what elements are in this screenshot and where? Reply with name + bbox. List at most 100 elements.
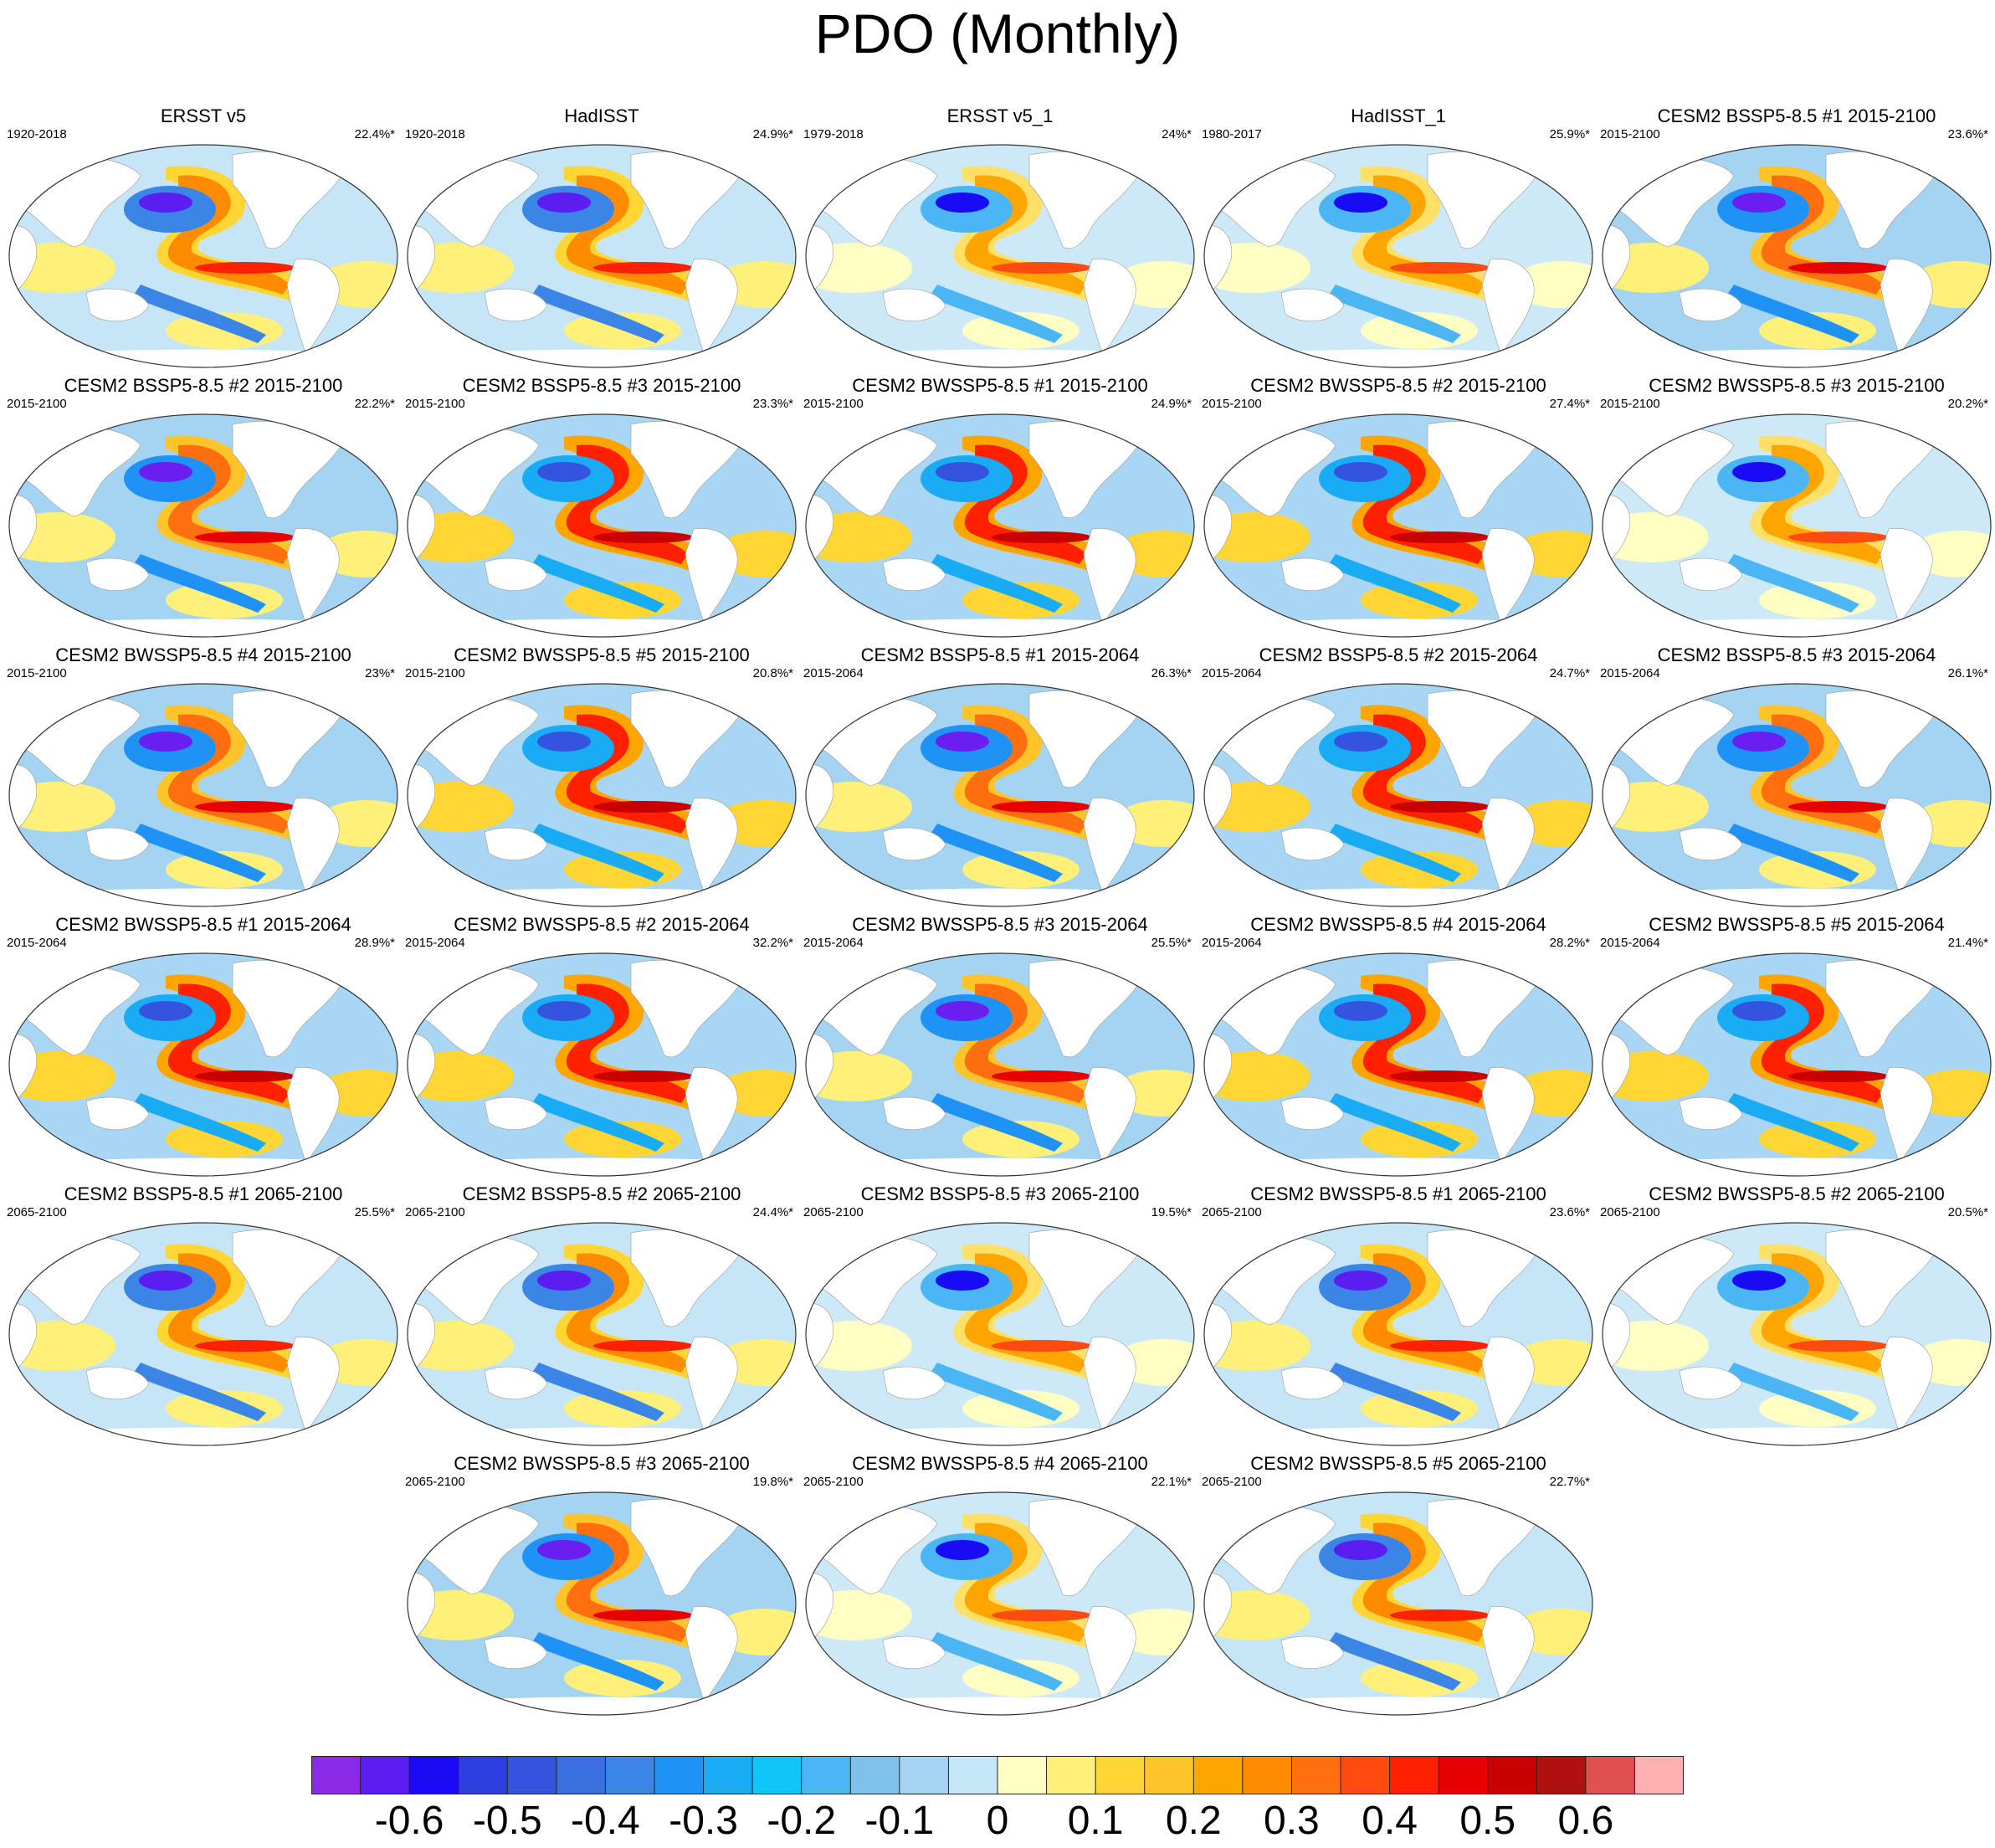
south-pacific-cold-band	[1327, 1093, 1461, 1152]
panel-variance-percent: 20.5%*	[1947, 1205, 1988, 1219]
map-outline	[1203, 1222, 1593, 1446]
map-outline	[407, 952, 797, 1177]
north-pacific-cold-core	[936, 1540, 989, 1560]
map-panel: CESM2 BWSSP5-8.5 #1 2015-2064 2015-2064 28…	[7, 914, 400, 1180]
panel-variance-percent: 24%*	[1162, 127, 1192, 141]
south-pacific-cold-band	[132, 824, 266, 882]
equatorial-warm-core	[195, 531, 295, 543]
colorbar-label: -0.2	[767, 1799, 837, 1843]
panel-period: 2065-2100	[7, 1205, 67, 1219]
panel-title: CESM2 BWSSP5-8.5 #5 2015-2100	[454, 644, 750, 665]
warm-horseshoe-inner	[566, 1522, 688, 1642]
colorbar-label: 0.4	[1362, 1799, 1418, 1843]
warm-horseshoe-inner	[964, 1522, 1086, 1642]
antarctica-landmass	[408, 349, 796, 367]
south-pacific-cold-band	[1327, 1363, 1461, 1421]
panel-title: CESM2 BWSSP5-8.5 #1 2065-2100	[1250, 1183, 1546, 1204]
colorbar-label: -0.4	[571, 1799, 640, 1843]
equatorial-warm-core	[593, 801, 694, 813]
panel-title: CESM2 BWSSP5-8.5 #5 2065-2100	[1250, 1453, 1546, 1474]
map-outline	[8, 144, 398, 368]
australia-landmass	[484, 827, 548, 861]
antarctica-landmass	[1603, 888, 1991, 906]
antarctica-landmass	[806, 349, 1194, 367]
pdo-map	[407, 413, 797, 638]
australia-landmass	[484, 1366, 548, 1400]
panel-variance-percent: 22.4%*	[354, 127, 395, 141]
map-panel: CESM2 BWSSP5-8.5 #2 2065-2100 2065-2100 20…	[1600, 1183, 1993, 1450]
colorbar-swatch	[1291, 1756, 1341, 1794]
map-outline	[1203, 413, 1593, 638]
south-pacific-cold-band	[531, 1363, 664, 1421]
map-outline	[1602, 144, 1992, 368]
pdo-map	[805, 144, 1195, 368]
map-panel: CESM2 BWSSP5-8.5 #3 2065-2100 2065-2100 19…	[405, 1453, 798, 1719]
south-pacific-cold-band	[1327, 554, 1461, 613]
pdo-map	[1602, 144, 1992, 368]
map-outline	[1203, 952, 1593, 1177]
map-panel: CESM2 BWSSP5-8.5 #2 2015-2100 2015-2100 27…	[1202, 375, 1595, 641]
warm-horseshoe-inner	[167, 175, 290, 295]
panel-period: 2015-2100	[405, 666, 465, 680]
australia-landmass	[882, 288, 946, 322]
australia-landmass	[85, 827, 150, 861]
antarctica-landmass	[408, 1427, 796, 1445]
equatorial-warm-core	[1788, 262, 1889, 274]
antarctica-landmass	[806, 888, 1194, 906]
south-pacific-cold-band	[1327, 285, 1461, 343]
australia-landmass	[85, 1366, 150, 1400]
south-america-landmass	[685, 1067, 738, 1165]
south-pacific-cold-band	[929, 285, 1063, 343]
map-outline	[1602, 952, 1992, 1177]
australia-landmass	[1280, 288, 1345, 322]
equatorial-warm-core	[195, 1340, 295, 1352]
map-outline	[407, 1491, 797, 1716]
pdo-map	[407, 1491, 797, 1716]
panel-period: 2015-2064	[803, 936, 864, 950]
north-pacific-cold-core	[1732, 732, 1786, 752]
warm-horseshoe-inner	[1761, 175, 1883, 295]
pdo-map	[8, 683, 398, 907]
antarctica-landmass	[1204, 1697, 1592, 1715]
south-america-landmass	[286, 528, 340, 626]
antarctica-landmass	[1204, 888, 1592, 906]
north-pacific-cold-core	[1334, 1540, 1387, 1560]
south-pacific-cold-band	[531, 1093, 664, 1152]
pdo-map	[1602, 1222, 1992, 1446]
north-pacific-cold-core	[139, 1001, 192, 1021]
panel-title: CESM2 BWSSP5-8.5 #4 2015-2100	[55, 644, 351, 665]
colorbar-swatch	[507, 1756, 557, 1794]
south-pacific-cold-band	[531, 554, 664, 613]
equatorial-warm-core	[593, 262, 694, 274]
north-pacific-cold-core	[537, 192, 591, 213]
colorbar-label: 0	[986, 1799, 1009, 1843]
warm-horseshoe-inner	[566, 1253, 688, 1373]
equatorial-warm-core	[1390, 1340, 1490, 1352]
equatorial-warm-core	[1390, 1070, 1490, 1082]
south-america-landmass	[1880, 798, 1933, 896]
map-panel: ERSST v5_1 1979-2018 24%*	[803, 105, 1197, 372]
warm-horseshoe-inner	[1761, 714, 1883, 834]
equatorial-warm-core	[593, 1340, 694, 1352]
colorbar-swatch	[458, 1756, 508, 1794]
antarctica-landmass	[9, 1158, 397, 1176]
colorbar-swatch	[1193, 1756, 1244, 1794]
colorbar-swatch	[899, 1756, 949, 1794]
panel-variance-percent: 20.8%*	[752, 666, 793, 680]
south-pacific-cold-band	[929, 1632, 1063, 1691]
north-pacific-cold-core	[537, 1540, 591, 1560]
warm-horseshoe-inner	[566, 444, 688, 564]
warm-horseshoe-inner	[964, 714, 1086, 834]
south-america-landmass	[1481, 1606, 1535, 1704]
panel-title: CESM2 BWSSP5-8.5 #5 2015-2064	[1649, 914, 1945, 935]
south-america-landmass	[1880, 1337, 1933, 1435]
warm-horseshoe-inner	[167, 444, 290, 564]
south-pacific-cold-band	[1726, 824, 1859, 882]
map-panel: HadISST 1920-2018 24.9%*	[405, 105, 798, 372]
equatorial-warm-core	[1390, 531, 1490, 543]
panel-variance-percent: 22.1%*	[1151, 1475, 1192, 1489]
north-pacific-cold-core	[537, 462, 591, 482]
warm-horseshoe-inner	[167, 714, 290, 834]
map-outline	[8, 683, 398, 907]
south-america-landmass	[1083, 1067, 1136, 1165]
